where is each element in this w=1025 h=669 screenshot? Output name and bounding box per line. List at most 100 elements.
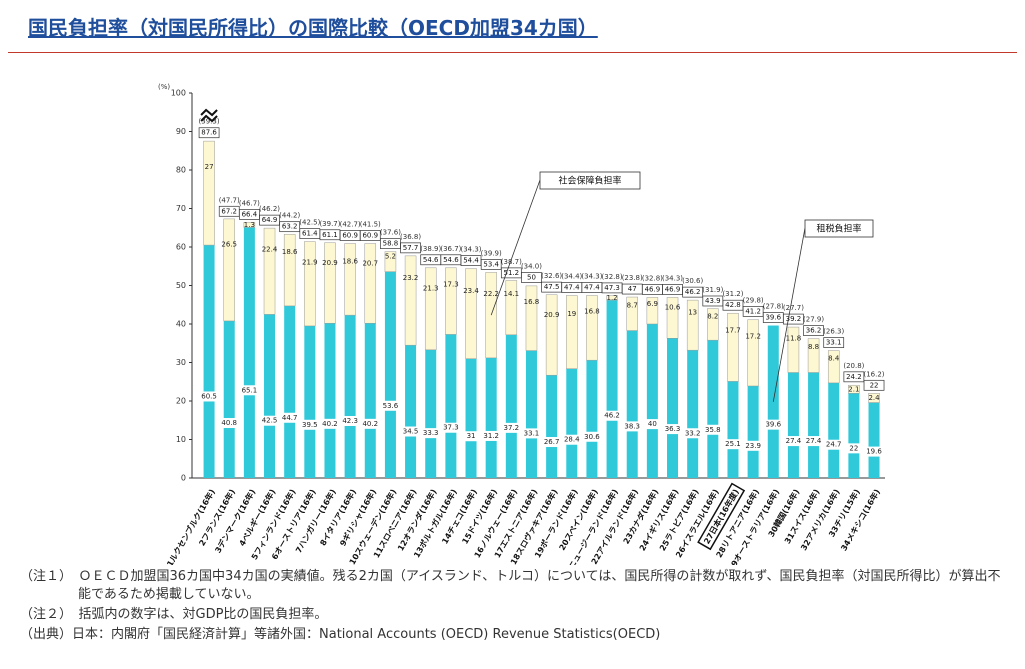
value-label: 21.3 [423, 284, 439, 292]
value-label-bg [722, 439, 743, 450]
value-label-bg [581, 431, 602, 442]
tax-bar [223, 320, 235, 478]
page-title: 国民負担率（対国民所得比）の国際比較（OECD加盟34カ国） [28, 16, 598, 40]
notes: （注１） ＯＥＣＤ加盟国36カ国中34カ国の実績値。残る2カ国（アイスランド、ト… [20, 568, 1010, 646]
value-label: 23.4 [463, 287, 479, 295]
total-label: 54.6 [423, 256, 439, 264]
y-unit: (%) [158, 83, 170, 91]
total-label: 63.2 [282, 223, 298, 231]
value-label: 21.9 [302, 259, 318, 267]
gdp-ratio-label: (36.8) [400, 233, 421, 241]
total-label: 47 [628, 285, 637, 293]
total-label: 67.2 [221, 207, 237, 215]
value-label-bg [521, 428, 542, 439]
annotation-box [539, 171, 641, 190]
gdp-ratio-label: (36.7) [440, 245, 461, 253]
note: （注１） ＯＥＣＤ加盟国36カ国中34カ国の実績値。残る2カ国（アイスランド、ト… [20, 569, 1001, 602]
note: （出典）日本：内閣府「国民経済計算」等諸外国：National Accounts… [20, 627, 661, 642]
total-label: 61.4 [302, 230, 318, 238]
value-label: 17.3 [443, 280, 459, 288]
value-label: 5.2 [385, 253, 396, 261]
gdp-ratio-label: (16.2) [863, 370, 884, 378]
gdp-ratio-label: (34.0) [521, 263, 542, 271]
gdp-ratio-label: (31.2) [722, 290, 743, 298]
gdp-ratio-label: (30.6) [682, 277, 703, 285]
value-label-bg [259, 415, 280, 426]
tax-bar [364, 323, 376, 478]
value-label: 53.6 [383, 402, 399, 410]
value-label-bg [420, 428, 441, 439]
social-bar [848, 384, 860, 394]
tax-bar [405, 345, 417, 478]
social-bar [344, 243, 356, 316]
value-label: 40.2 [322, 420, 338, 428]
value-label: 28.4 [564, 436, 580, 444]
tax-bar [667, 338, 679, 478]
y-tick-label: 80 [176, 166, 186, 175]
total-box [259, 214, 280, 226]
value-label: 8.7 [627, 301, 638, 309]
value-label: 37.2 [504, 424, 520, 432]
value-label-bg [803, 436, 824, 447]
tax-bar [546, 375, 558, 478]
tax-bar [264, 314, 276, 478]
value-label-bg [864, 446, 885, 457]
total-box [823, 337, 845, 348]
social-bar [707, 308, 719, 341]
total-box [682, 286, 704, 298]
social-bar [646, 297, 659, 325]
value-label: 19.6 [866, 448, 882, 456]
social-bar [787, 326, 800, 373]
total-label: 58.8 [383, 240, 399, 248]
value-label: 10.6 [665, 304, 681, 312]
social-bar [404, 255, 417, 346]
social-bar [525, 285, 538, 351]
tax-bar [626, 330, 638, 478]
value-label: 44.7 [282, 414, 298, 422]
annotation-line [490, 179, 541, 316]
social-bar [243, 222, 256, 228]
value-label-bg [843, 443, 864, 454]
value-label: 35.8 [705, 426, 721, 434]
social-bar [424, 267, 437, 351]
value-label: 40.8 [221, 419, 237, 427]
total-box [521, 272, 542, 283]
chart: (%) 0 10 20 30 40 50 60 70 80 90 100 60.5 27 87.6 (39.3… [158, 83, 885, 565]
value-label: 39.5 [302, 421, 318, 429]
value-label: 17.7 [725, 326, 741, 334]
total-label: 87.6 [201, 129, 217, 137]
tax-bar [284, 305, 296, 478]
gdp-ratio-label: (27.7) [783, 304, 804, 312]
value-label: 20.9 [544, 311, 560, 319]
value-label: 36.3 [665, 425, 681, 433]
value-label: 40 [648, 420, 657, 428]
value-label-bg [380, 400, 401, 411]
value-label: 1.3 [244, 221, 255, 229]
social-bar [666, 297, 679, 339]
social-bar [364, 243, 377, 324]
total-label: 57.7 [403, 244, 419, 252]
value-label-bg [642, 419, 663, 430]
value-label: 18.6 [282, 248, 298, 256]
value-label-bg [602, 410, 623, 421]
value-label: 65.1 [242, 386, 258, 394]
value-label-bg [561, 434, 582, 445]
gdp-ratio-label: (34.3) [460, 246, 481, 254]
total-label: 47.4 [564, 284, 580, 292]
value-label: 18.6 [342, 257, 358, 265]
tax-bar [566, 368, 578, 478]
value-label: 33.1 [524, 429, 540, 437]
y-tick-label: 70 [176, 204, 186, 213]
gdp-ratio-label: (42.5) [299, 219, 320, 227]
value-label: 23.2 [403, 274, 419, 282]
gdp-ratio-label: (32.8) [602, 273, 623, 281]
tax-bar [727, 381, 739, 478]
x-tick-label: 9ギリシャ(16年) [338, 487, 379, 547]
value-label: 14.1 [504, 290, 520, 298]
value-label-bg [219, 418, 240, 429]
social-bar [606, 295, 618, 301]
value-label-bg [400, 426, 421, 437]
tax-bar [465, 358, 477, 478]
value-label-bg [662, 424, 683, 435]
gdp-ratio-label: (29.8) [743, 296, 764, 304]
